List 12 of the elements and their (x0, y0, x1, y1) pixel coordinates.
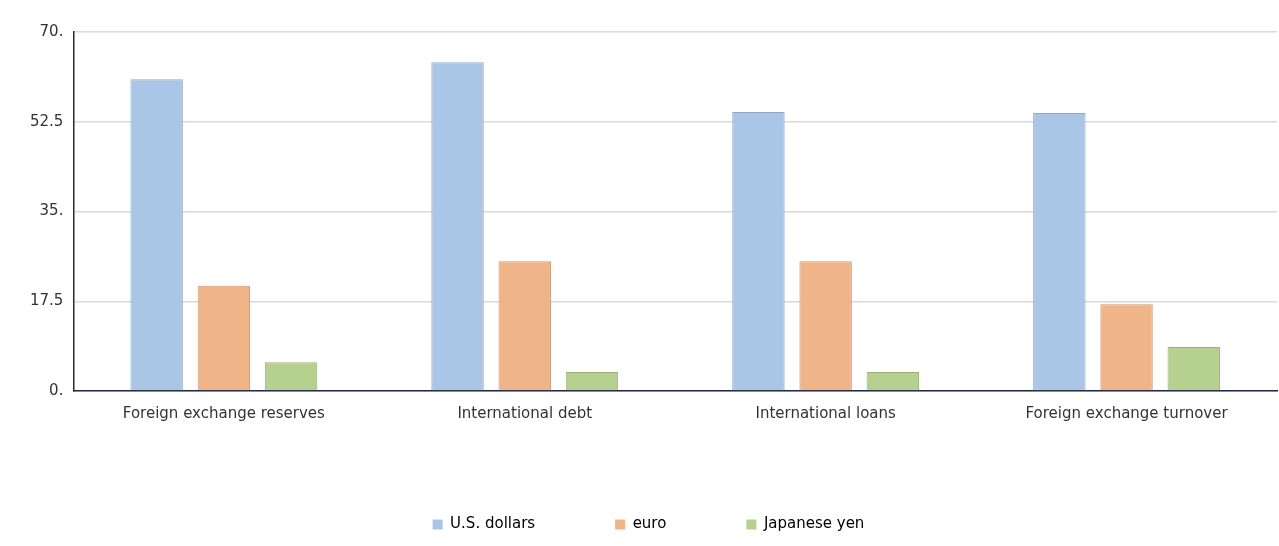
x-tick-label: Foreign exchange reserves (122, 403, 326, 422)
legend-label: U.S. dollars (450, 514, 536, 533)
y-tick-label: 70. (39, 21, 64, 40)
y-tick-label: 17.5 (29, 291, 64, 310)
y-tick-label: 52.5 (29, 111, 64, 130)
y-tick-label: 35. (39, 201, 64, 220)
legend-label: Japanese yen (762, 514, 865, 533)
x-tick-label: International debt (457, 403, 593, 422)
legend-label: euro (632, 514, 667, 533)
x-tick-label: International loans (755, 403, 897, 422)
y-tick-label: 0. (49, 380, 64, 399)
x-tick-label: Foreign exchange turnover (1025, 403, 1229, 422)
